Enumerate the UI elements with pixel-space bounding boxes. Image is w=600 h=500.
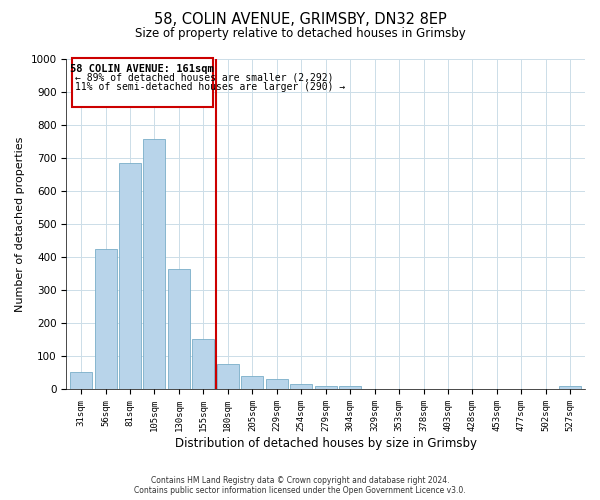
Text: 11% of semi-detached houses are larger (290) →: 11% of semi-detached houses are larger (… bbox=[75, 82, 345, 92]
Bar bbox=[241, 376, 263, 390]
Bar bbox=[559, 386, 581, 390]
X-axis label: Distribution of detached houses by size in Grimsby: Distribution of detached houses by size … bbox=[175, 437, 477, 450]
Bar bbox=[217, 364, 239, 390]
Text: Contains HM Land Registry data © Crown copyright and database right 2024.
Contai: Contains HM Land Registry data © Crown c… bbox=[134, 476, 466, 495]
Bar bbox=[95, 249, 116, 390]
Bar bbox=[143, 140, 166, 390]
FancyBboxPatch shape bbox=[72, 58, 212, 107]
Text: ← 89% of detached houses are smaller (2,292): ← 89% of detached houses are smaller (2,… bbox=[75, 73, 333, 83]
Text: 58, COLIN AVENUE, GRIMSBY, DN32 8EP: 58, COLIN AVENUE, GRIMSBY, DN32 8EP bbox=[154, 12, 446, 28]
Bar bbox=[339, 386, 361, 390]
Y-axis label: Number of detached properties: Number of detached properties bbox=[15, 136, 25, 312]
Bar bbox=[290, 384, 312, 390]
Text: 58 COLIN AVENUE: 161sqm: 58 COLIN AVENUE: 161sqm bbox=[70, 64, 214, 74]
Bar bbox=[193, 339, 214, 390]
Text: Size of property relative to detached houses in Grimsby: Size of property relative to detached ho… bbox=[134, 28, 466, 40]
Bar bbox=[314, 386, 337, 390]
Bar bbox=[119, 163, 141, 390]
Bar bbox=[266, 379, 288, 390]
Bar bbox=[70, 372, 92, 390]
Bar bbox=[168, 269, 190, 390]
